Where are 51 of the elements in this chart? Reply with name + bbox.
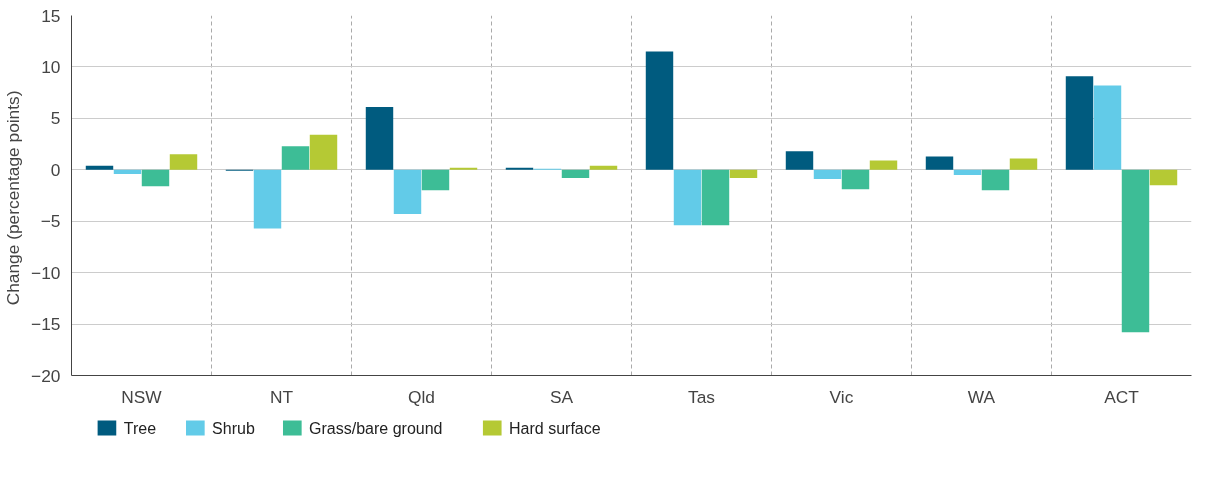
bar [561, 169, 590, 179]
legend-label: Hard surface [509, 419, 601, 437]
bar [505, 167, 534, 170]
y-axis-title: Change (percentage points) [3, 90, 24, 306]
bar [1149, 169, 1178, 186]
bar [141, 169, 170, 187]
y-tick-label: 10 [41, 56, 61, 77]
x-tick-label: Vic [829, 386, 854, 407]
bar [785, 151, 814, 170]
bar [393, 169, 422, 215]
y-tick-label: 15 [41, 5, 61, 26]
bar [701, 169, 730, 226]
legend-label: Grass/bare ground [309, 419, 443, 437]
x-tick-label: SA [549, 386, 574, 407]
bar [925, 156, 954, 170]
bar [421, 169, 450, 191]
y-tick-label: −5 [40, 211, 61, 232]
bar [981, 169, 1010, 191]
bar [113, 169, 142, 174]
bar [449, 167, 478, 170]
y-tick-label: −10 [31, 262, 61, 283]
bar [365, 107, 394, 170]
x-tick-label: NSW [121, 386, 163, 407]
bar [729, 169, 758, 179]
x-tick-label: NT [269, 386, 294, 407]
legend-label: Shrub [212, 419, 255, 437]
bar [309, 134, 338, 170]
bar [589, 165, 618, 170]
bar [1121, 169, 1150, 333]
bar [1093, 85, 1122, 170]
bar [1065, 76, 1094, 170]
bar [869, 160, 898, 170]
x-tick-label: Qld [408, 386, 435, 407]
bar [841, 169, 870, 190]
bar [169, 154, 198, 170]
bar [1009, 158, 1038, 170]
bar [953, 169, 982, 175]
y-tick-label: −15 [31, 314, 61, 335]
y-tick-label: 5 [50, 108, 61, 129]
x-tick-label: WA [967, 386, 996, 407]
x-tick-label: ACT [1104, 386, 1140, 407]
x-tick-label: Tas [688, 386, 716, 407]
y-tick-label: −20 [31, 365, 61, 386]
bar [253, 169, 282, 229]
y-tick-label: 0 [50, 159, 61, 180]
bar [645, 51, 674, 170]
legend-label: Tree [123, 419, 157, 437]
bar [813, 169, 842, 180]
bar [673, 169, 702, 226]
bar [85, 165, 114, 170]
bar [281, 146, 310, 170]
